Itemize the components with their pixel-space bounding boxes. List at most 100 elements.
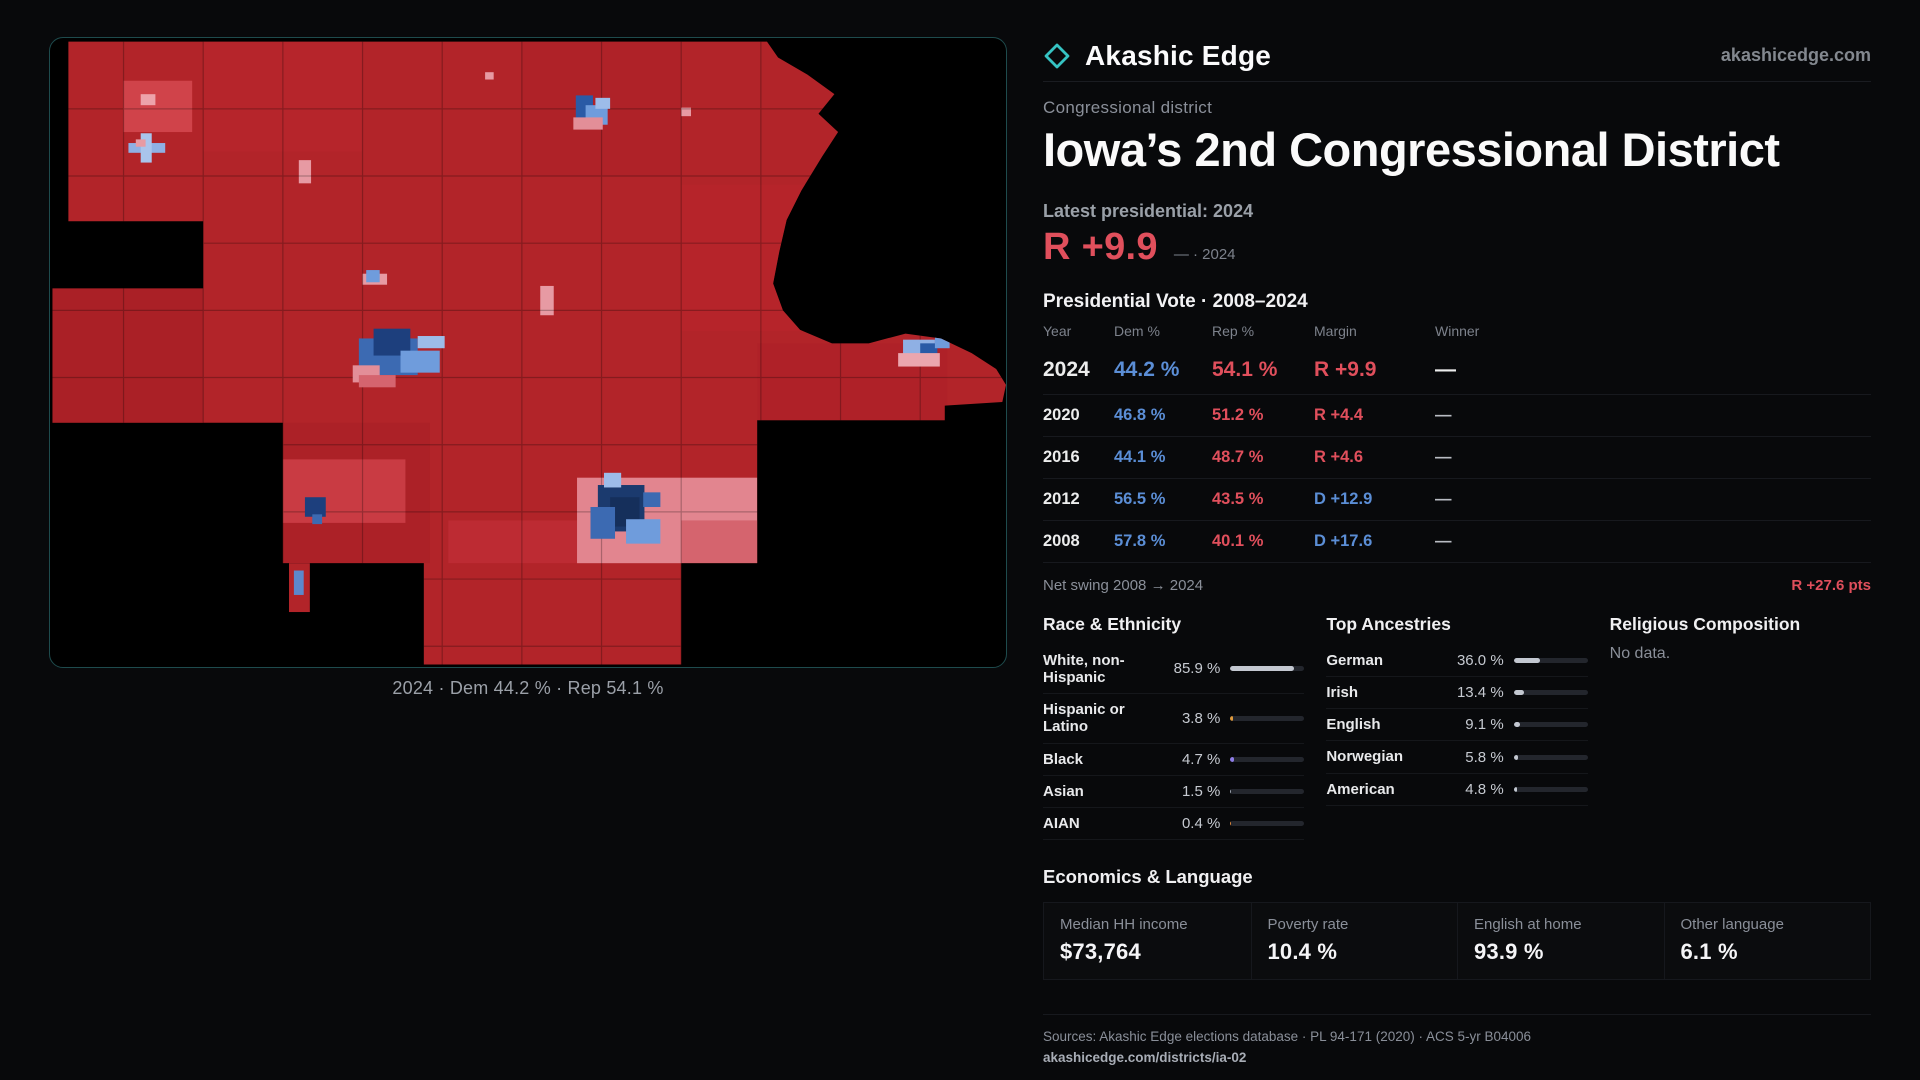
ancestry-bar-track <box>1513 786 1588 792</box>
rep-cell: 40.1 % <box>1212 531 1264 550</box>
margin-cell: R +4.4 <box>1314 405 1364 424</box>
race-bar-fill <box>1230 666 1294 672</box>
race-label: Asian <box>1043 782 1084 800</box>
col-winner: Winner <box>1435 322 1480 339</box>
margin-cell: D +17.6 <box>1314 531 1373 550</box>
vote-table-header: Year Dem % Rep % Margin Winner <box>1043 323 1871 348</box>
year-cell: 2016 <box>1043 447 1080 466</box>
race-value: 0.4 % <box>1181 815 1221 833</box>
economics-title: Economics & Language <box>1043 866 1253 888</box>
dem-cell: 44.2 % <box>1114 357 1180 381</box>
ancestry-label: Norwegian <box>1326 748 1404 766</box>
year-cell: 2024 <box>1043 357 1090 381</box>
winner-cell: — <box>1435 447 1452 466</box>
stat-cell: English at home 93.9 % <box>1457 903 1664 980</box>
latest-margin-note: — · 2024 <box>1173 245 1236 263</box>
race-bar-track <box>1230 715 1305 721</box>
ancestry-label: American <box>1326 780 1395 798</box>
footer-permalink[interactable]: akashicedge.com/districts/ia-02 <box>1043 1050 1247 1066</box>
vote-table: Year Dem % Rep % Margin Winner 2024 44.2… <box>1043 323 1871 594</box>
footer-sources: Sources: Akashic Edge elections database… <box>1043 1029 1532 1045</box>
rep-cell: 48.7 % <box>1212 447 1264 466</box>
dem-cell: 56.5 % <box>1114 489 1166 508</box>
rep-cell: 51.2 % <box>1212 405 1264 424</box>
race-label: Black <box>1043 750 1084 768</box>
map-panel <box>49 37 1007 668</box>
table-row: 2012 56.5 % 43.5 % D +12.9 — <box>1043 479 1871 521</box>
site-domain-link[interactable]: akashicedge.com <box>1720 45 1871 65</box>
ancestry-bar-fill <box>1513 657 1541 663</box>
race-row: White, non-Hispanic 85.9 % <box>1043 645 1305 695</box>
ancestry-label: German <box>1326 651 1384 669</box>
col-rep: Rep % <box>1212 322 1255 339</box>
winner-cell: — <box>1435 357 1456 381</box>
south-appendage <box>289 563 310 613</box>
brand-name[interactable]: Akashic Edge <box>1085 39 1272 71</box>
ancestry-bar-fill <box>1513 754 1518 760</box>
ancestry-label: English <box>1326 716 1381 734</box>
iowa-district-map[interactable] <box>50 38 1006 667</box>
demographics-section: Race & Ethnicity White, non-Hispanic 85.… <box>1043 614 1871 841</box>
race-value: 85.9 % <box>1173 660 1221 678</box>
ancestry-bar-fill <box>1513 786 1518 792</box>
latest-margin-value: R +9.9 <box>1043 225 1158 268</box>
site-header: Akashic Edge akashicedge.com <box>1043 30 1871 82</box>
stat-value: 6.1 % <box>1680 939 1738 965</box>
dem-cell: 46.8 % <box>1114 405 1166 424</box>
ancestry-value: 9.1 % <box>1465 716 1504 734</box>
stat-cell: Other language 6.1 % <box>1663 903 1871 980</box>
race-bar-track <box>1230 666 1305 672</box>
race-value: 3.8 % <box>1181 709 1221 727</box>
col-margin: Margin <box>1314 322 1357 339</box>
stat-label: Poverty rate <box>1267 916 1349 934</box>
year-cell: 2020 <box>1043 405 1080 424</box>
race-bar-fill <box>1230 756 1234 762</box>
race-row: Black 4.7 % <box>1043 744 1305 776</box>
map-caption: 2024 · Dem 44.2 % · Rep 54.1 % <box>392 678 664 698</box>
net-swing-value: R +27.6 pts <box>1791 576 1871 594</box>
ancestry-bar-track <box>1513 657 1588 663</box>
page-footer: Sources: Akashic Edge elections database… <box>1043 1014 1871 1067</box>
stat-value: 10.4 % <box>1267 939 1338 965</box>
race-section: Race & Ethnicity White, non-Hispanic 85.… <box>1043 614 1305 841</box>
race-bar-fill <box>1230 821 1232 827</box>
stat-value: $73,764 <box>1060 939 1141 965</box>
district-detail-panel: Akashic Edge akashicedge.com Congression… <box>1043 30 1871 1067</box>
city-markers <box>128 95 950 544</box>
ancestry-value: 36.0 % <box>1456 651 1504 669</box>
col-dem: Dem % <box>1114 322 1160 339</box>
race-bar-fill <box>1230 789 1232 794</box>
page-title: Iowa’s 2nd Congressional District <box>1043 123 1780 176</box>
year-cell: 2012 <box>1043 489 1080 508</box>
rep-cell: 43.5 % <box>1212 489 1264 508</box>
ancestry-row: Norwegian 5.8 % <box>1326 741 1588 774</box>
ancestry-title: Top Ancestries <box>1326 613 1451 634</box>
stat-value: 93.9 % <box>1474 939 1544 965</box>
table-row: 2008 57.8 % 40.1 % D +17.6 — <box>1043 521 1871 563</box>
latest-presidential-label: Latest presidential: 2024 <box>1043 200 1254 221</box>
ancestry-label: Irish <box>1326 683 1359 701</box>
net-swing-label: Net swing 2008 → 2024 <box>1043 576 1204 594</box>
county-grid <box>52 41 1006 665</box>
religion-section: Religious Composition No data. <box>1610 614 1871 841</box>
col-year: Year <box>1043 322 1072 339</box>
religion-empty-text: No data. <box>1609 644 1671 662</box>
ancestry-value: 5.8 % <box>1465 748 1504 766</box>
race-bar-fill <box>1230 715 1234 721</box>
margin-cell: D +12.9 <box>1314 489 1373 508</box>
ancestry-section: Top Ancestries German 36.0 % Irish 13.4 … <box>1326 613 1588 841</box>
stat-label: Median HH income <box>1060 916 1188 934</box>
ancestry-bar-track <box>1513 690 1588 695</box>
rep-cell: 54.1 % <box>1212 357 1278 381</box>
race-row: AIAN 0.4 % <box>1043 808 1305 841</box>
stat-cell: Median HH income $73,764 <box>1044 903 1251 979</box>
margin-cell: R +4.6 <box>1314 447 1364 466</box>
ancestry-value: 4.8 % <box>1465 780 1504 798</box>
latest-margin-row: R +9.9 — · 2024 <box>1043 226 1871 269</box>
race-row: Asian 1.5 % <box>1043 776 1305 809</box>
margin-cell: R +9.9 <box>1314 357 1377 381</box>
table-row: 2020 46.8 % 51.2 % R +4.4 — <box>1043 395 1871 437</box>
race-bar-track <box>1230 821 1305 827</box>
ancestry-row: American 4.8 % <box>1326 774 1588 806</box>
stat-label: Other language <box>1680 916 1784 934</box>
